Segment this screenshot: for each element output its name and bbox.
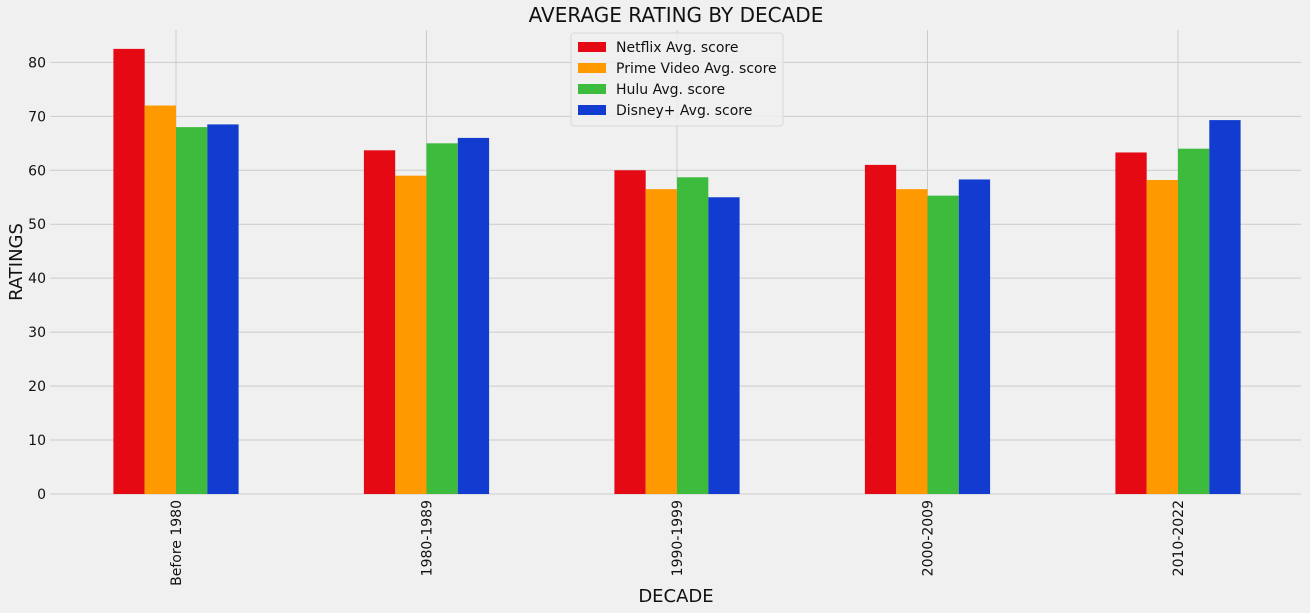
legend-label-3: Disney+ Avg. score	[616, 103, 752, 119]
bar-prime-video-avg-score-3	[896, 189, 928, 495]
legend-label-0: Netflix Avg. score	[616, 40, 738, 56]
x-tick-label-2: 1990-1999	[670, 500, 686, 576]
legend-label-1: Prime Video Avg. score	[616, 61, 777, 77]
bar-disney-avg-score-3	[958, 179, 991, 494]
x-tick-label-1: 1980-1989	[420, 500, 436, 576]
bar-disney-avg-score-2	[708, 197, 740, 495]
y-tick-label-1: 10	[28, 433, 46, 449]
y-tick-label-4: 40	[28, 271, 46, 287]
legend-frame	[570, 32, 784, 127]
x-axis-label: DECADE	[638, 586, 713, 607]
bar-hulu-avg-score-0	[176, 127, 208, 495]
bar-netflix-avg-score-4	[1115, 152, 1147, 494]
axes-layer: 0 10 20 30 40 50 60 70 80 Before 1980 1980-1989 199…	[28, 55, 1187, 585]
y-tick-label-6: 60	[28, 163, 46, 179]
x-tick-label-0: Before 1980	[169, 500, 185, 586]
bar-hulu-avg-score-2	[677, 177, 709, 494]
bar-hulu-avg-score-1	[426, 143, 458, 495]
y-axis-label: RATINGS	[6, 223, 27, 301]
legend-swatch-1	[578, 63, 606, 73]
chart-title: AVERAGE RATING BY DECADE	[529, 3, 824, 27]
bar-disney-avg-score-1	[457, 137, 490, 494]
y-tick-label-8: 80	[28, 55, 46, 71]
bar-netflix-avg-score-3	[864, 164, 897, 494]
y-tick-label-3: 30	[28, 325, 46, 341]
bar-disney-avg-score-4	[1209, 120, 1241, 494]
bar-disney-avg-score-0	[207, 124, 239, 494]
bar-hulu-avg-score-3	[927, 195, 959, 494]
y-tick-label-0: 0	[37, 487, 46, 503]
bar-prime-video-avg-score-4	[1146, 179, 1178, 494]
legend-label-2: Hulu Avg. score	[616, 82, 725, 98]
bars-layer	[113, 48, 1241, 495]
y-tick-label-5: 50	[28, 217, 46, 233]
legend-swatch-0	[578, 42, 606, 52]
bar-hulu-avg-score-4	[1178, 148, 1210, 494]
y-tick-label-2: 20	[28, 379, 46, 395]
x-tick-label-3: 2000-2009	[921, 500, 937, 576]
y-tick-label-7: 70	[28, 109, 46, 125]
bar-prime-video-avg-score-1	[395, 175, 427, 494]
bar-prime-video-avg-score-2	[645, 189, 677, 495]
legend-swatch-3	[578, 105, 606, 115]
legend: Netflix Avg. score Prime Video Avg. score…	[570, 32, 784, 127]
bar-netflix-avg-score-2	[614, 170, 646, 495]
bar-prime-video-avg-score-0	[144, 105, 176, 494]
bar-netflix-avg-score-0	[113, 48, 145, 494]
bar-netflix-avg-score-1	[363, 150, 396, 494]
x-tick-label-4: 2010-2022	[1171, 500, 1187, 576]
legend-swatch-2	[578, 84, 606, 94]
